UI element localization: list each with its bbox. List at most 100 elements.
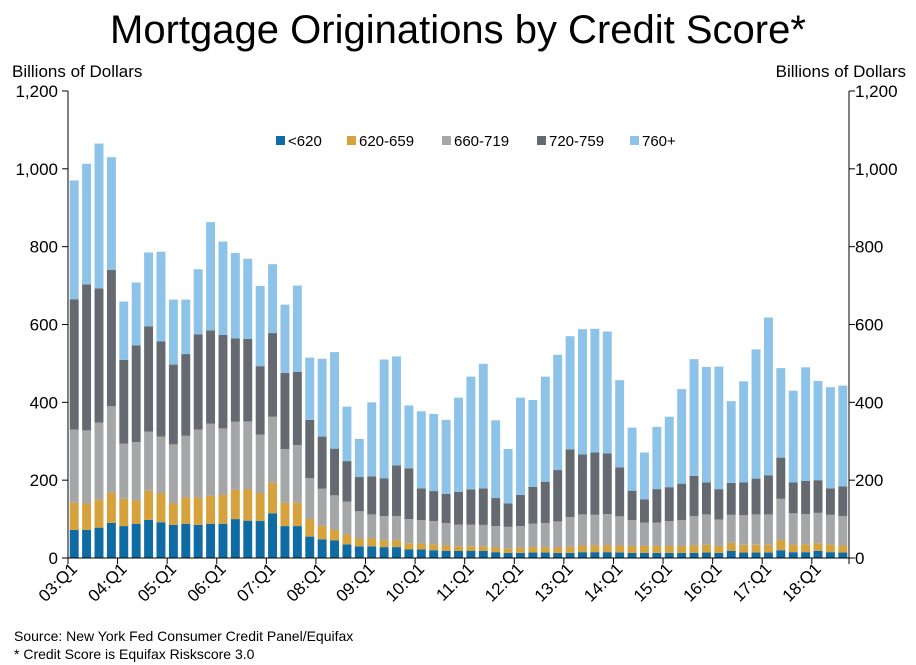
bar-segment-08-Q1-s1 [317, 525, 327, 540]
bar-segment-05-Q2-s4 [181, 299, 191, 355]
bar-segment-17-Q4-s3 [801, 480, 811, 515]
bar-segment-03-Q2-s0 [82, 529, 92, 558]
bar-segment-12-Q4-s0 [553, 552, 563, 558]
bar-segment-15-Q1-s0 [664, 552, 674, 558]
bar-segment-08-Q2-s4 [330, 352, 339, 449]
bar-segment-04-Q4-s4 [156, 251, 166, 342]
bar-segment-04-Q2-s0 [131, 523, 141, 558]
bar-segment-15-Q2-s2 [677, 520, 687, 546]
bar-segment-09-Q2-s1 [379, 540, 389, 548]
bar-segment-16-Q2-s4 [726, 401, 736, 483]
bar-segment-12-Q4-s1 [553, 547, 563, 553]
bar-segment-10-Q2-s3 [429, 491, 439, 522]
bar-segment-03-Q4-s1 [106, 492, 116, 523]
bar-segment-04-Q2-s3 [131, 345, 141, 443]
bar-segment-12-Q1-s4 [516, 397, 525, 495]
bar-segment-09-Q4-s2 [404, 519, 414, 544]
bar-segment-18-Q1-s1 [813, 543, 823, 551]
y-tick-label-left: 200 [30, 471, 58, 490]
bar-segment-16-Q3-s1 [739, 544, 749, 553]
bar-segment-15-Q4-s4 [701, 366, 711, 483]
bar-segment-14-Q1-s1 [615, 545, 625, 553]
bar-segment-04-Q4-s3 [156, 341, 166, 437]
bar-segment-10-Q4-s2 [454, 524, 463, 547]
bar-segment-11-Q3-s2 [491, 526, 501, 548]
bar-segment-10-Q3-s1 [441, 545, 451, 551]
bar-segment-14-Q4-s2 [652, 522, 662, 546]
bar-segment-12-Q4-s3 [553, 470, 563, 522]
bar-segment-06-Q2-s0 [230, 519, 240, 558]
bar-segment-10-Q1-s3 [416, 488, 426, 521]
bar-segment-04-Q2-s1 [131, 500, 141, 524]
bar-segment-14-Q3-s4 [639, 452, 649, 500]
x-tick-label-04-Q1: 04:Q1 [84, 559, 130, 605]
bar-segment-16-Q1-s1 [714, 545, 724, 553]
bar-segment-14-Q2-s1 [627, 545, 637, 553]
bar-segment-05-Q2-s2 [181, 435, 191, 498]
bar-segment-07-Q3-s4 [292, 285, 302, 372]
bar-segment-06-Q1-s1 [218, 494, 228, 524]
y-tick-label-right: 400 [855, 393, 883, 412]
bar-segment-07-Q3-s1 [292, 502, 302, 527]
bar-segment-16-Q3-s4 [739, 381, 749, 483]
bar-segment-05-Q1-s1 [168, 503, 178, 525]
bar-segment-12-Q4-s4 [553, 354, 563, 471]
legend: <620 620-659 660-719 720-759 760+ [276, 133, 676, 150]
bar-segment-13-Q3-s2 [590, 514, 600, 546]
bar-segment-16-Q1-s2 [714, 519, 724, 546]
bar-segment-07-Q4-s4 [305, 357, 315, 420]
x-tick-label-12-Q1: 12:Q1 [481, 559, 527, 605]
bar-segment-07-Q2-s0 [280, 526, 290, 558]
bar-segment-18-Q1-s0 [813, 551, 823, 558]
bar-segment-17-Q3-s0 [788, 552, 798, 558]
bar-segment-09-Q2-s4 [379, 359, 389, 479]
bar-segment-14-Q4-s4 [652, 426, 662, 490]
bars-layer [69, 143, 848, 558]
bar-segment-12-Q3-s1 [540, 547, 550, 553]
bar-segment-04-Q2-s2 [131, 442, 141, 501]
bar-segment-15-Q1-s4 [664, 416, 674, 488]
bar-segment-17-Q1-s2 [763, 514, 773, 545]
bar-segment-13-Q2-s0 [578, 552, 587, 558]
bar-segment-11-Q4-s3 [503, 503, 513, 527]
bar-segment-06-Q1-s3 [218, 335, 228, 429]
bar-segment-11-Q2-s4 [478, 363, 488, 489]
bar-segment-18-Q1-s3 [813, 480, 823, 513]
bar-segment-10-Q3-s4 [441, 419, 451, 494]
bar-segment-12-Q1-s3 [516, 494, 525, 527]
bar-segment-07-Q1-s0 [268, 513, 278, 558]
bar-segment-17-Q3-s1 [788, 544, 798, 553]
bar-segment-09-Q3-s3 [392, 465, 401, 516]
bar-segment-17-Q2-s0 [776, 550, 786, 558]
bar-segment-06-Q3-s4 [243, 258, 253, 339]
bar-segment-17-Q4-s1 [801, 544, 811, 553]
y-tick-label-right: 1,200 [855, 82, 898, 101]
bar-segment-07-Q2-s2 [280, 449, 290, 503]
bar-segment-16-Q2-s1 [726, 542, 736, 551]
x-tick-label-14-Q1: 14:Q1 [580, 559, 626, 605]
bar-segment-18-Q2-s1 [825, 544, 835, 553]
bar-segment-14-Q2-s3 [627, 490, 637, 521]
bar-segment-03-Q2-s3 [82, 284, 92, 431]
bar-segment-17-Q1-s0 [763, 552, 773, 558]
bar-segment-13-Q1-s1 [565, 546, 575, 553]
bar-segment-08-Q2-s0 [330, 540, 339, 558]
bar-segment-16-Q3-s3 [739, 482, 749, 516]
legend-swatch-s3 [537, 136, 546, 145]
bar-segment-15-Q3-s3 [689, 475, 699, 516]
bar-segment-16-Q4-s0 [751, 552, 761, 558]
bar-segment-13-Q2-s3 [578, 454, 587, 515]
bar-segment-03-Q2-s4 [82, 163, 92, 285]
bar-segment-05-Q4-s2 [206, 423, 216, 496]
legend-label-s1: 620-659 [359, 133, 414, 150]
bar-segment-05-Q1-s4 [168, 299, 178, 365]
legend-swatch-s1 [347, 136, 356, 145]
bar-segment-03-Q1-s0 [69, 529, 79, 558]
bar-segment-13-Q3-s3 [590, 452, 600, 515]
bar-segment-11-Q1-s2 [466, 524, 476, 547]
bar-segment-10-Q3-s0 [441, 551, 451, 558]
bar-segment-08-Q4-s3 [354, 477, 364, 512]
bar-segment-11-Q4-s2 [503, 526, 513, 549]
y-tick-label-left: 1,000 [15, 160, 58, 179]
